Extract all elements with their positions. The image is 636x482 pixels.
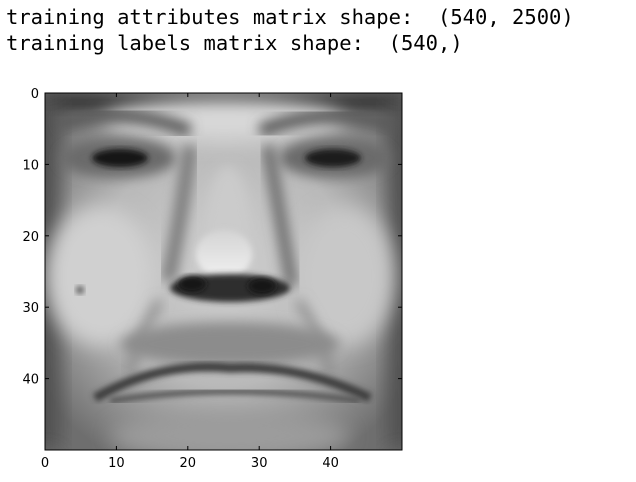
x-tick-label: 30 <box>251 456 268 471</box>
face-image <box>45 93 402 450</box>
x-tick-label: 10 <box>108 456 125 471</box>
y-tick-label: 30 <box>22 301 39 316</box>
labels-shape-text: training labels matrix shape: (540,) <box>6 31 463 55</box>
x-axis-ticks: 0 10 20 30 40 <box>41 93 339 471</box>
cell-output: training attributes matrix shape: (540, … <box>6 4 574 56</box>
face-image-plot: 0 10 20 30 40 0 10 20 30 40 <box>0 76 420 482</box>
attributes-shape-text: training attributes matrix shape: (540, … <box>6 5 574 29</box>
x-tick-label: 40 <box>322 456 339 471</box>
x-tick-label: 0 <box>41 456 49 471</box>
y-tick-label: 40 <box>22 373 39 388</box>
plot-svg: 0 10 20 30 40 0 10 20 30 40 <box>22 87 403 471</box>
y-axis-ticks: 0 10 20 30 40 <box>22 87 402 388</box>
y-tick-label: 20 <box>22 230 39 245</box>
axes-frame <box>44 92 403 451</box>
y-tick-label: 0 <box>31 87 39 102</box>
y-tick-label: 10 <box>22 158 39 173</box>
x-tick-label: 20 <box>180 456 197 471</box>
